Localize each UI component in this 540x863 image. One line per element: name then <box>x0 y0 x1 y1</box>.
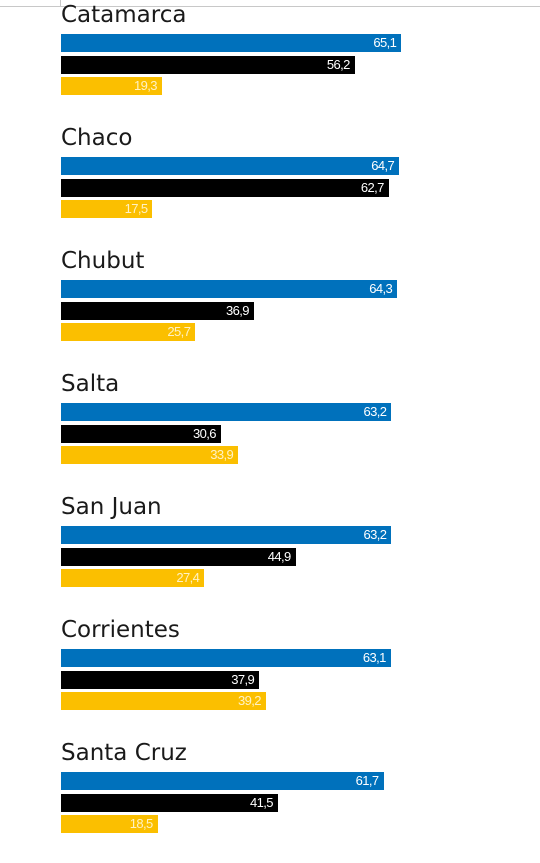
bar: 65,1 <box>61 34 402 52</box>
bar-value-label: 62,7 <box>360 180 385 195</box>
bar-value-label: 30,6 <box>193 426 217 441</box>
bar: 41,5 <box>61 794 278 812</box>
category-group: Chaco 64,7 62,7 17,5 <box>61 125 521 218</box>
bar: 62,7 <box>61 179 389 197</box>
bar-value-label: 39,2 <box>237 693 262 708</box>
bar: 44,9 <box>61 548 296 566</box>
bar: 56,2 <box>61 56 355 74</box>
bar-value-label: 44,9 <box>267 549 292 564</box>
bar: 61,7 <box>61 772 384 790</box>
bar-value-label: 64,3 <box>369 281 393 296</box>
bar: 18,5 <box>61 815 158 833</box>
category-label: Chubut <box>61 248 145 274</box>
category-label: San Juan <box>61 494 162 520</box>
bar: 36,9 <box>61 302 254 320</box>
bar: 27,4 <box>61 569 205 587</box>
bar: 37,9 <box>61 671 260 689</box>
category-label: Corrientes <box>61 617 180 643</box>
bar-value-label: 56,2 <box>326 57 351 72</box>
bar-value-label: 63,2 <box>363 404 387 419</box>
bar: 63,2 <box>61 403 392 421</box>
bar: 17,5 <box>61 200 153 218</box>
bar-value-label: 37,9 <box>231 672 255 687</box>
category-group: Santa Cruz 61,7 41,5 18,5 <box>61 740 521 833</box>
axis-tick <box>60 0 61 7</box>
bar: 25,7 <box>61 323 196 341</box>
bar-value-label: 63,2 <box>363 527 387 542</box>
category-group: Chubut 64,3 36,9 25,7 <box>61 248 521 341</box>
category-label: Chaco <box>61 125 133 151</box>
category-label: Catamarca <box>61 2 187 28</box>
bar-value-label: 33,9 <box>210 447 234 462</box>
category-label: Santa Cruz <box>61 740 187 766</box>
bar: 63,1 <box>61 649 391 667</box>
category-label: Salta <box>61 371 120 397</box>
category-group: Corrientes 63,1 37,9 39,2 <box>61 617 521 710</box>
bar-value-label: 18,5 <box>129 816 154 831</box>
bar: 64,7 <box>61 157 400 175</box>
bar: 19,3 <box>61 77 162 95</box>
bar-value-label: 25,7 <box>167 324 191 339</box>
bar: 64,3 <box>61 280 398 298</box>
bar-value-label: 36,9 <box>225 303 250 318</box>
category-group: Salta 63,2 30,6 33,9 <box>61 371 521 464</box>
bar-value-label: 27,4 <box>176 570 200 585</box>
bar: 33,9 <box>61 446 239 464</box>
bar-value-label: 17,5 <box>124 201 149 216</box>
bar: 63,2 <box>61 526 392 544</box>
top-divider <box>0 6 540 7</box>
category-group: Catamarca 65,1 56,2 19,3 <box>61 2 521 95</box>
bar: 39,2 <box>61 692 266 710</box>
bar-value-label: 63,1 <box>362 650 387 665</box>
bar-value-label: 65,1 <box>373 35 397 50</box>
category-group: San Juan 63,2 44,9 27,4 <box>61 494 521 587</box>
bar-value-label: 19,3 <box>133 78 158 93</box>
bar-value-label: 64,7 <box>371 158 395 173</box>
bar: 30,6 <box>61 425 221 443</box>
bar-value-label: 41,5 <box>250 795 274 810</box>
bar-value-label: 61,7 <box>355 773 380 788</box>
